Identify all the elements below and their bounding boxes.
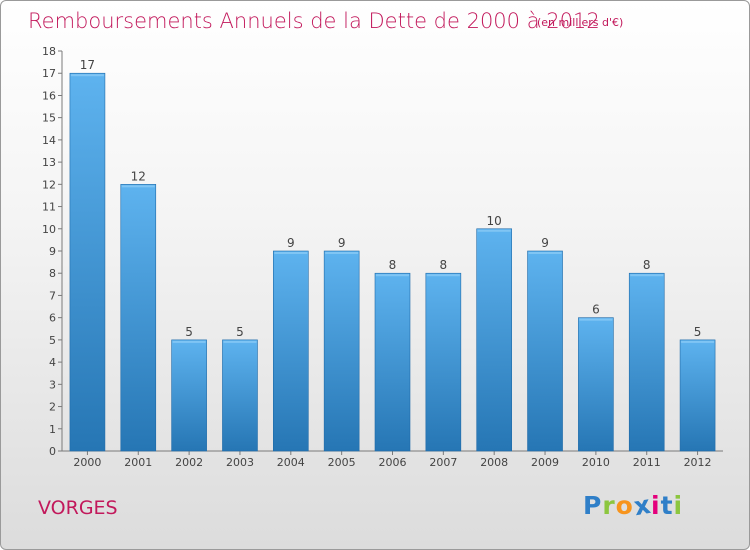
bar-highlight [121,185,155,188]
x-tick-label: 2012 [684,456,712,469]
y-tick-label: 4 [49,356,56,369]
logo-letter: r [602,491,616,520]
bar-highlight [426,274,460,277]
bar-highlight [172,340,206,343]
chart-title: Remboursements Annuels de la Dette de 20… [28,9,600,33]
y-tick-label: 17 [42,67,56,80]
bar [628,272,665,452]
x-tick-label: 2002 [175,456,203,469]
value-label: 9 [541,236,549,250]
logo-letter: P [583,491,603,520]
y-tick-label: 14 [42,134,56,147]
value-label: 8 [643,258,651,272]
value-label: 9 [338,236,346,250]
x-tick-label: 2000 [73,456,101,469]
logo-letter: o [615,491,634,520]
value-label: 8 [389,258,397,272]
value-label: 8 [440,258,448,272]
y-tick-label: 6 [49,312,56,325]
x-tick-label: 2006 [379,456,407,469]
value-label: 5 [185,325,193,339]
bar [69,72,106,452]
proxiti-logo: Proxiti [583,490,684,522]
bar-highlight [528,252,562,254]
bar-highlight [376,274,409,277]
value-label: 9 [287,236,295,250]
bar [120,184,157,452]
bar [273,250,309,452]
x-tick-label: 2001 [124,456,152,469]
logo-letter: i [673,491,684,520]
bar-highlight [70,74,104,77]
bar-highlight [223,340,257,343]
bar-highlight [274,252,308,254]
y-tick-label: 7 [49,289,56,302]
value-label: 17 [80,58,95,72]
value-label: 12 [131,169,146,183]
x-tick-label: 2003 [226,456,254,469]
y-tick-label: 1 [49,423,56,436]
x-tick-label: 2004 [277,456,305,469]
y-tick-label: 13 [42,156,56,169]
x-tick-label: 2005 [328,456,356,469]
value-label: 6 [592,303,600,317]
unit-note: (en milliers d'€) [537,16,624,29]
bar-highlight [477,229,511,232]
bar [476,228,512,452]
bar-highlight [630,274,664,277]
y-tick-label: 11 [42,201,56,214]
y-tick-label: 3 [49,378,56,391]
value-labels: 17 12 5 5 9 9 8 8 10 9 6 8 5 [80,58,702,339]
y-tick-label: 15 [42,112,56,125]
value-label: 5 [694,325,702,339]
logo-letter: i [651,491,661,520]
commune-name: VORGES [38,497,118,519]
bar [323,250,360,452]
y-tick-label: 10 [42,223,56,236]
y-tick-label: 16 [42,89,56,102]
y-tick-label: 0 [49,445,56,458]
bar [527,250,563,452]
bar [578,317,614,452]
bar [679,339,716,452]
bar [374,272,411,452]
value-label: 10 [487,214,502,228]
y-tick-label: 2 [49,401,56,414]
bar [171,339,207,452]
y-tick-label: 9 [49,245,56,258]
bar [222,339,258,452]
x-tick-label: 2007 [429,456,457,469]
x-tick-label: 2010 [582,456,610,469]
bar-highlight [681,340,715,343]
y-tick-label: 8 [49,267,56,280]
value-label: 5 [236,325,244,339]
y-tick-label: 12 [42,178,56,191]
bar [425,272,462,452]
x-tick-label: 2009 [531,456,559,469]
y-tick-label: 5 [49,334,56,347]
bars [69,72,716,452]
logo-letter: t [660,491,674,520]
bar-highlight [579,318,613,321]
bar-highlight [325,252,359,254]
x-tick-label: 2008 [480,456,508,469]
y-tick-label: 18 [42,45,56,58]
x-tick-label: 2011 [633,456,661,469]
